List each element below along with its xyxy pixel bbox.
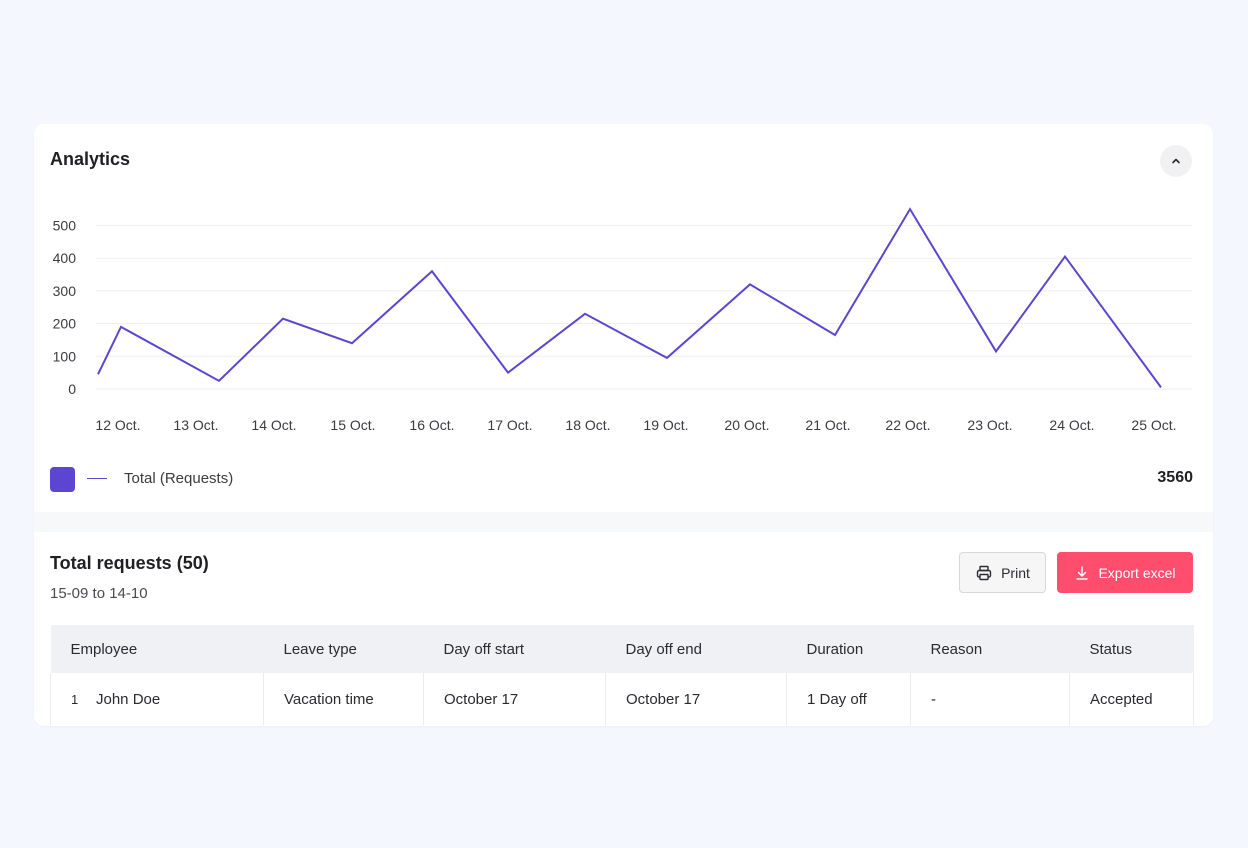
export-excel-button[interactable]: Export excel [1057, 552, 1193, 593]
employee-name: John Doe [96, 690, 161, 708]
x-tick-label: 14 Oct. [251, 417, 296, 433]
data-point[interactable] [280, 316, 286, 322]
column-header-day-off-end[interactable]: Day off end [605, 625, 787, 673]
legend-swatch [50, 467, 75, 492]
x-tick-label: 17 Oct. [487, 417, 532, 433]
requests-table: Employee Leave type Day off start Day of… [50, 625, 1194, 725]
total-requests-value: 3560 [1157, 469, 1193, 486]
y-tick-label: 400 [53, 250, 77, 266]
printer-icon [976, 565, 992, 580]
data-point[interactable] [1158, 384, 1164, 390]
column-header-duration[interactable]: Duration [786, 625, 911, 673]
cell-day-off-start: October 17 [423, 673, 606, 725]
cell-reason: - [910, 673, 1070, 725]
column-header-day-off-start[interactable]: Day off start [423, 625, 606, 673]
data-point[interactable] [747, 281, 753, 287]
legend-label: Total (Requests) [124, 470, 234, 487]
x-tick-label: 23 Oct. [967, 417, 1012, 433]
y-tick-label: 0 [68, 381, 76, 397]
cell-day-off-end: October 17 [605, 673, 787, 725]
analytics-card: Analytics 0 100 200 300 400 500 12 Oct. 13 Oct.… [34, 124, 1213, 726]
column-header-reason[interactable]: Reason [910, 625, 1070, 673]
cell-duration: 1 Day off [786, 673, 911, 725]
column-header-employee[interactable]: Employee [50, 625, 264, 673]
x-tick-label: 15 Oct. [330, 417, 375, 433]
y-tick-label: 500 [53, 218, 77, 234]
x-tick-label: 20 Oct. [724, 417, 769, 433]
download-icon [1076, 565, 1089, 580]
series-line-total-requests [97, 207, 1162, 388]
cell-employee: 1 John Doe [50, 673, 264, 725]
data-point[interactable] [95, 371, 101, 377]
data-point[interactable] [582, 311, 588, 317]
y-tick-label: 100 [53, 348, 77, 364]
print-label: Print [1001, 564, 1030, 581]
table-header-row: Employee Leave type Day off start Day of… [50, 625, 1194, 673]
requests-line-chart: 0 100 200 300 400 500 12 Oct. 13 Oct. 14 Oct. 15 … [53, 206, 1192, 433]
x-tick-label: 25 Oct. [1131, 417, 1176, 433]
section-divider [34, 512, 1213, 532]
requests-date-range: 15-09 to 14-10 [50, 585, 148, 602]
x-tick-label: 16 Oct. [409, 417, 454, 433]
x-tick-label: 21 Oct. [805, 417, 850, 433]
row-index: 1 [71, 691, 79, 707]
collapse-button[interactable] [1160, 145, 1192, 177]
data-point[interactable] [664, 355, 670, 361]
cell-status: Accepted [1069, 673, 1194, 725]
data-point[interactable] [907, 206, 913, 212]
export-label: Export excel [1098, 564, 1176, 581]
data-point[interactable] [429, 268, 435, 274]
data-point[interactable] [993, 348, 999, 354]
requests-title: Total requests (50) [50, 553, 209, 573]
column-header-leave-type[interactable]: Leave type [263, 625, 424, 673]
table-row[interactable]: 1 John Doe Vacation time October 17 Octob… [50, 673, 1194, 725]
y-tick-label: 300 [53, 283, 77, 299]
data-point[interactable] [216, 378, 222, 384]
data-point[interactable] [832, 332, 838, 338]
x-tick-label: 24 Oct. [1049, 417, 1094, 433]
x-tick-label: 12 Oct. [95, 417, 140, 433]
data-point[interactable] [349, 340, 355, 346]
x-tick-label: 19 Oct. [643, 417, 688, 433]
x-tick-label: 13 Oct. [173, 417, 218, 433]
y-tick-label: 200 [53, 316, 77, 332]
cell-leave-type: Vacation time [263, 673, 424, 725]
data-point[interactable] [505, 370, 511, 376]
analytics-title: Analytics [50, 149, 131, 169]
chevron-up-icon [1172, 158, 1180, 164]
x-tick-label: 22 Oct. [885, 417, 930, 433]
data-point[interactable] [118, 324, 124, 330]
column-header-status[interactable]: Status [1069, 625, 1194, 673]
legend-line-marker [87, 478, 107, 479]
print-button[interactable]: Print [959, 552, 1046, 593]
data-point[interactable] [1062, 254, 1068, 260]
x-tick-label: 18 Oct. [565, 417, 610, 433]
